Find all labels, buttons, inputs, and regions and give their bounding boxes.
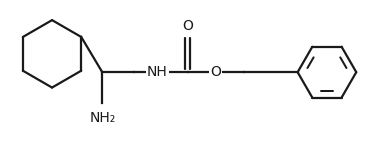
- Text: O: O: [211, 65, 222, 79]
- Text: NH₂: NH₂: [89, 111, 115, 125]
- Text: O: O: [182, 19, 193, 33]
- Text: NH: NH: [147, 65, 168, 79]
